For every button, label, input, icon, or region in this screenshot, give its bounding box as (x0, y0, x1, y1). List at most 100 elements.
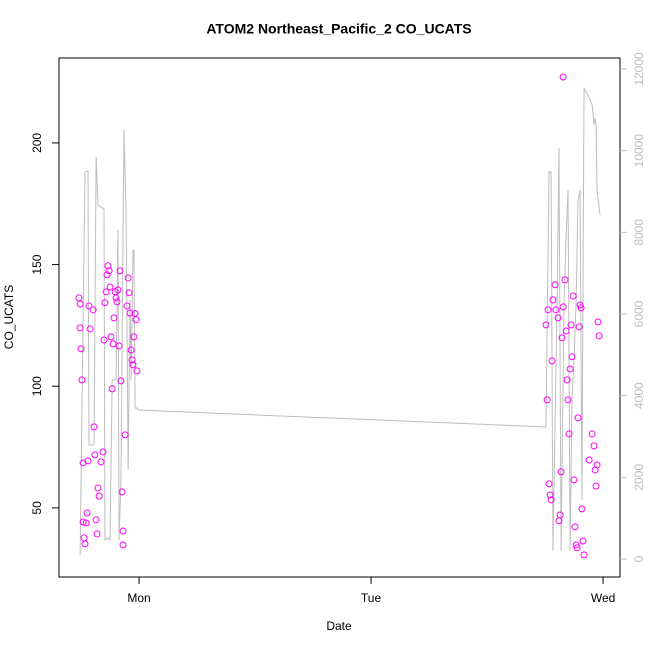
chart-title: ATOM2 Northeast_Pacific_2 CO_UCATS (206, 21, 471, 37)
x-axis-label: Date (326, 619, 352, 633)
point (569, 292, 577, 300)
point (590, 442, 598, 450)
point (101, 299, 109, 307)
point (76, 300, 84, 308)
x-tick-label: Wed (591, 591, 615, 605)
point (82, 519, 90, 527)
point (85, 302, 93, 310)
point (592, 482, 600, 490)
point (115, 342, 123, 350)
point (595, 332, 603, 340)
point (585, 456, 593, 464)
line-series (79, 87, 601, 555)
y2-tick-label: 4000 (632, 382, 646, 409)
point (129, 361, 137, 369)
y2-tick-label: 8000 (632, 219, 646, 246)
point (126, 309, 134, 317)
point (119, 527, 127, 535)
point (123, 302, 131, 310)
point (557, 468, 565, 476)
point (568, 353, 576, 361)
point (563, 376, 571, 384)
point (91, 451, 99, 459)
point (575, 323, 583, 331)
point (577, 304, 585, 312)
point (546, 491, 554, 499)
point (105, 267, 113, 275)
point (94, 484, 102, 492)
point (554, 314, 562, 322)
point (114, 286, 122, 294)
point (564, 396, 572, 404)
point (547, 496, 555, 504)
point (77, 345, 85, 353)
point (576, 301, 584, 309)
point (578, 505, 586, 513)
y-tick-label: 150 (30, 254, 44, 274)
point (593, 461, 601, 469)
point (562, 327, 570, 335)
point (112, 294, 120, 302)
point (113, 298, 121, 306)
point (127, 346, 135, 354)
y-tick-label: 50 (30, 501, 44, 515)
y2-tick-label: 6000 (632, 300, 646, 327)
point (95, 492, 103, 500)
point (572, 541, 580, 549)
point (81, 540, 89, 548)
y-axis-label: CO_UCATS (2, 285, 16, 349)
point (110, 314, 118, 322)
point (97, 458, 105, 466)
point (570, 476, 578, 484)
point (86, 325, 94, 333)
point (106, 283, 114, 291)
point (561, 276, 569, 284)
point (79, 518, 87, 526)
point (542, 321, 550, 329)
point (92, 516, 100, 524)
point (588, 430, 596, 438)
point (76, 324, 84, 332)
point (565, 430, 573, 438)
point (117, 377, 125, 385)
point (559, 303, 567, 311)
point (566, 365, 574, 373)
point (558, 334, 566, 342)
point (128, 356, 136, 364)
point (89, 306, 97, 314)
point (574, 414, 582, 422)
point (124, 274, 132, 282)
x-tick-label: Tue (361, 591, 382, 605)
point (125, 289, 133, 297)
x-tick-label: Mon (127, 591, 150, 605)
point (551, 281, 559, 289)
point (109, 340, 117, 348)
plot-frame (58, 57, 621, 578)
y2-tick-label: 12000 (632, 52, 646, 86)
y2-tick-label: 10000 (632, 134, 646, 168)
point (594, 318, 602, 326)
point (543, 396, 551, 404)
point (93, 530, 101, 538)
point (548, 357, 556, 365)
point (102, 288, 110, 296)
point (556, 511, 564, 519)
point (552, 306, 560, 314)
point (579, 537, 587, 545)
point (545, 480, 553, 488)
y2-tick-label: 0 (632, 555, 646, 562)
point (83, 509, 91, 517)
point (580, 551, 588, 559)
point (119, 541, 127, 549)
point (573, 544, 581, 552)
point (571, 523, 579, 531)
point (118, 488, 126, 496)
point (90, 423, 98, 431)
point (544, 306, 552, 314)
y2-tick-label: 2000 (632, 464, 646, 491)
point (104, 262, 112, 270)
point (132, 316, 140, 324)
point (116, 267, 124, 275)
